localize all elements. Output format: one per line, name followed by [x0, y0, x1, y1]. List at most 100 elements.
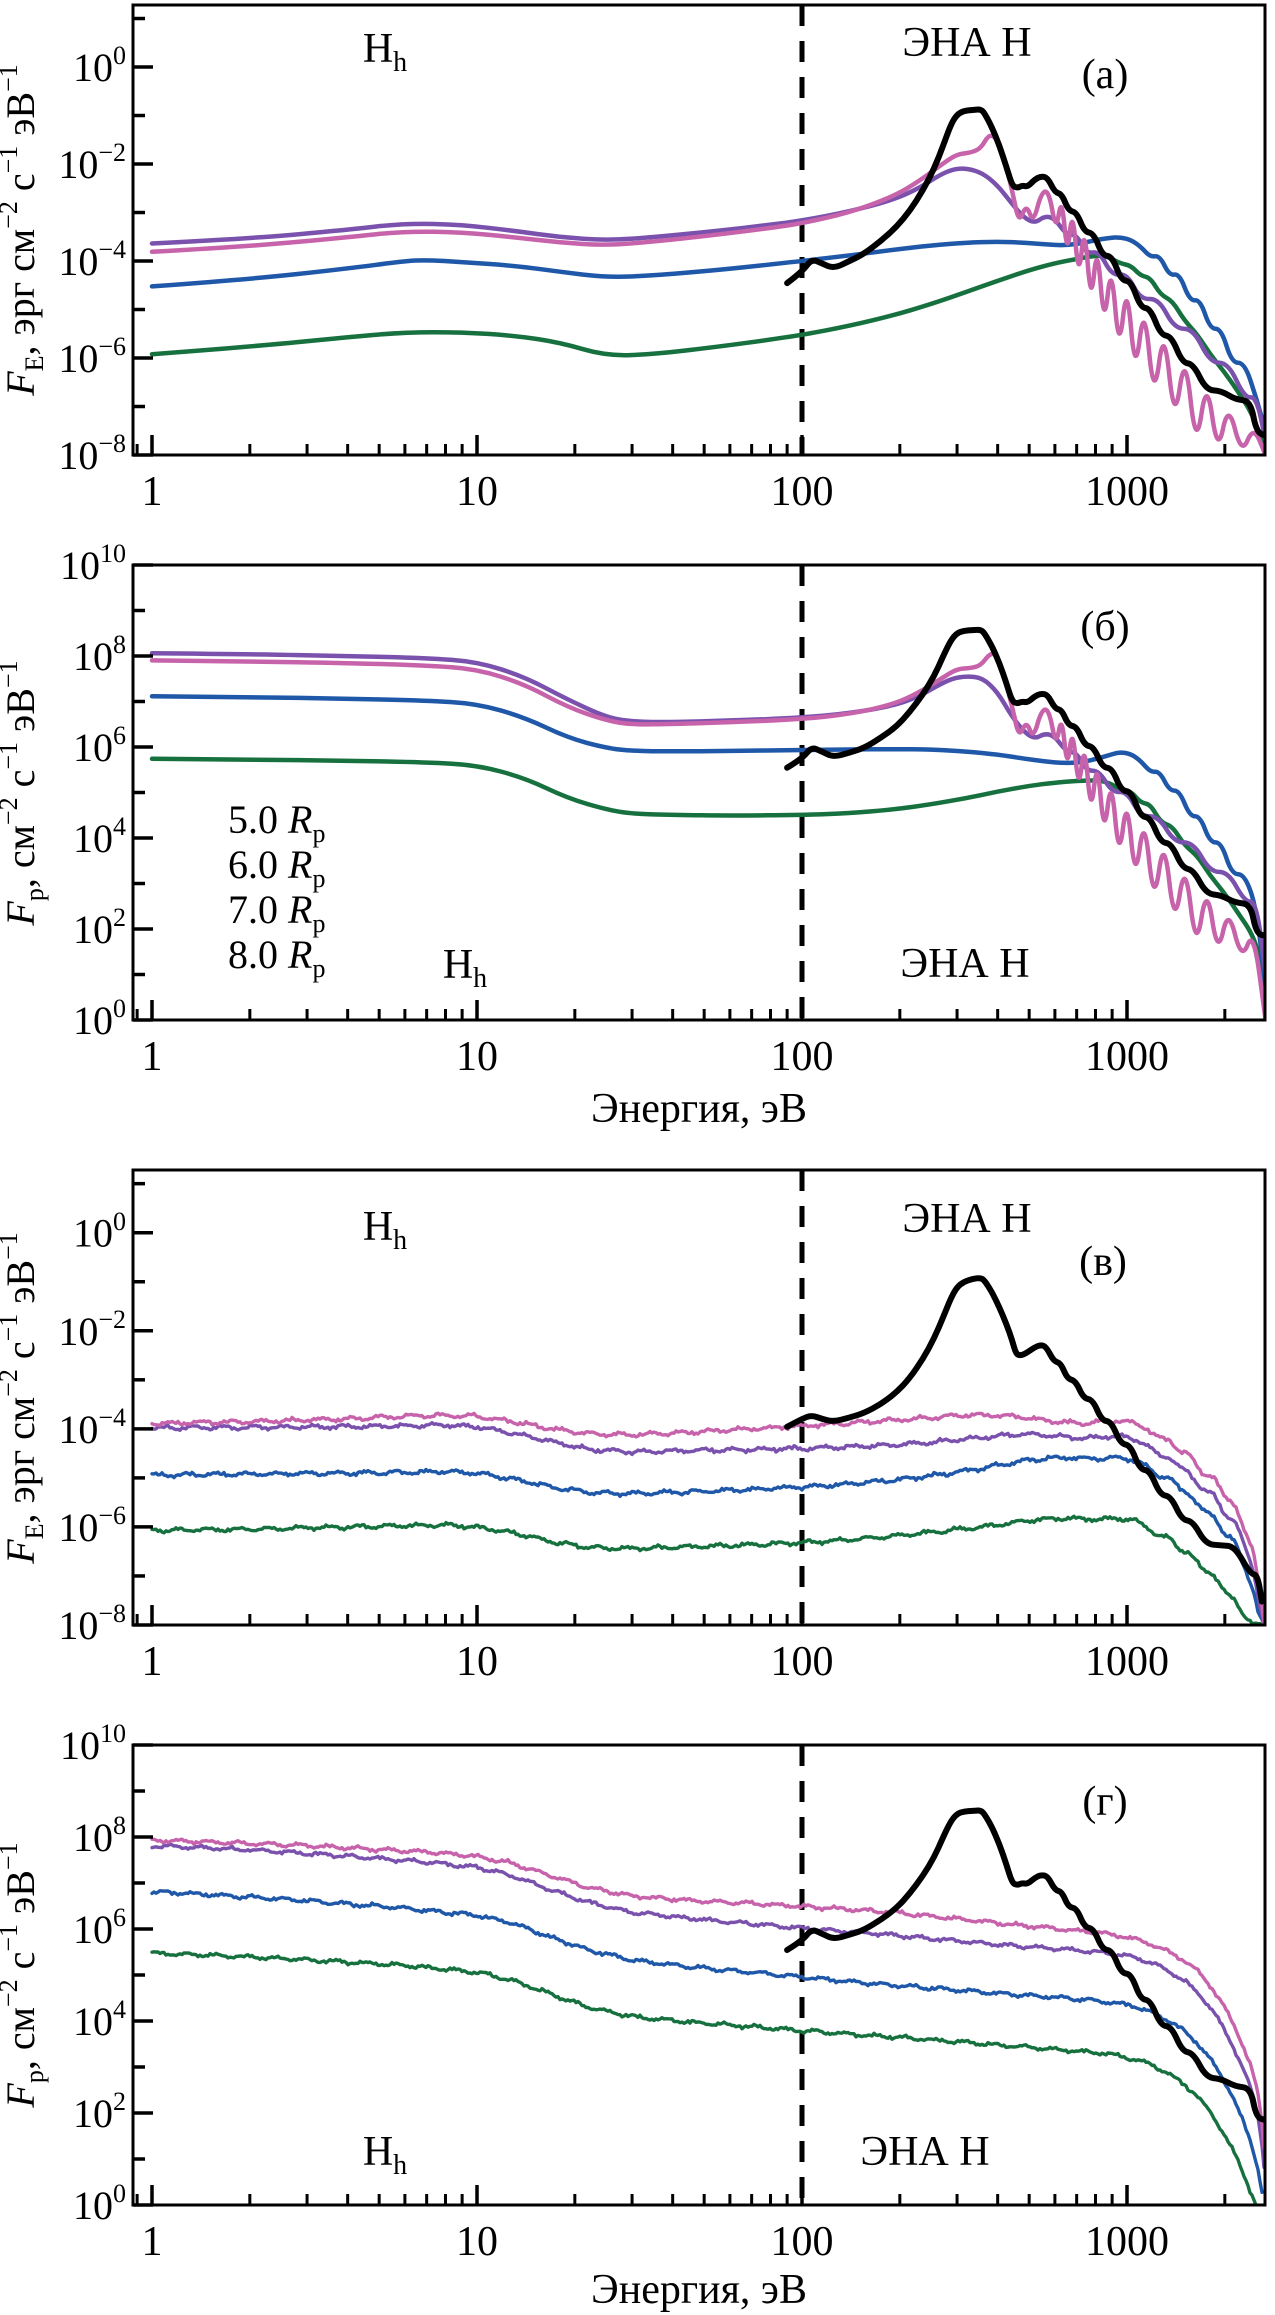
panel-a-y-axis: 100 10−2 10−4 10−6 10−8: [58, 16, 153, 478]
series-curve-эна-н: [784, 1275, 1265, 1605]
x-tick-label: 1: [142, 1639, 163, 1685]
y-tick-label: 100: [73, 2179, 126, 2228]
series-curve-эна-н: [784, 626, 1265, 939]
x-tick-label: 100: [771, 2219, 834, 2265]
x-axis-title: Энергия, эВ: [591, 2267, 807, 2313]
series-curve-7.0-rp: [149, 166, 1265, 443]
series-curve-8.0-rp: [150, 1837, 1265, 2150]
y-tick-label: 106: [73, 721, 126, 770]
x-tick-label: 1: [142, 2219, 163, 2265]
region-label-hot-hydrogen: Hh: [363, 1204, 407, 1256]
y-tick-label: 10−8: [58, 429, 126, 478]
y-tick-label: 10−2: [58, 138, 126, 187]
legend-item-6.0: 6.0 Rp: [228, 842, 325, 893]
legend: 5.0 Rp6.0 Rp7.0 Rp8.0 Rp: [228, 797, 325, 983]
region-label-hot-hydrogen: Hh: [363, 26, 407, 78]
y-tick-label: 1010: [60, 539, 126, 588]
panel-v: 1 10 100 1000 100 10−2 10−4 10−6 10−8 Hh ЭНА Н (в) F…: [0, 1168, 1267, 1685]
x-tick-label: 1: [142, 1034, 163, 1080]
series-curve-5.0-rp: [150, 1950, 1258, 2205]
y-tick-label: 108: [73, 1811, 126, 1860]
panel-a-frame: [131, 3, 1267, 457]
legend-item-5.0: 5.0 Rp: [228, 797, 325, 848]
y-tick-label: 102: [73, 2087, 126, 2136]
x-tick-label: 100: [771, 469, 834, 515]
series-curve-6.0-rp: [150, 1889, 1264, 2194]
region-label-ena: ЭНА Н: [900, 941, 1029, 987]
panel-a-curves: [149, 106, 1265, 455]
legend-item-7.0: 7.0 Rp: [228, 887, 325, 938]
y-tick-label: 10−6: [58, 332, 126, 381]
x-axis-title: Энергия, эВ: [591, 1086, 807, 1132]
panel-g-curves: [150, 1807, 1265, 2205]
region-label-ena: ЭНА Н: [902, 20, 1031, 66]
y-axis-title: FE, эрг см−2 с−1 эВ−1: [0, 1232, 49, 1565]
x-tick-label: 10: [456, 1034, 498, 1080]
x-tick-label: 10: [456, 469, 498, 515]
region-label-hot-hydrogen: Hh: [443, 942, 487, 994]
panel-tag-g: (г): [1082, 1779, 1127, 1825]
y-tick-label: 100: [73, 41, 126, 90]
y-axis-title: Fp, см−2 с−1 эВ−1: [0, 660, 49, 926]
series-curve-6.0-rp: [149, 694, 1265, 991]
series-curve-5.0-rp: [150, 1514, 1265, 1625]
panel-b-x-axis: 1 10 100 1000: [135, 1000, 1227, 1080]
y-tick-label: 10−6: [58, 1501, 126, 1550]
series-curve-эна-н: [784, 1807, 1265, 2124]
series-curve-8.0-rp: [150, 1411, 1265, 1625]
series-curve-5.0-rp: [149, 756, 1265, 1009]
x-tick-label: 1000: [1085, 2219, 1169, 2265]
y-tick-label: 100: [73, 994, 126, 1043]
panel-v-y-axis: 100 10−2 10−4 10−6 10−8: [58, 1181, 153, 1648]
y-tick-label: 104: [73, 1995, 126, 2044]
y-tick-label: 10−4: [58, 235, 126, 284]
series-curve-8.0-rp: [149, 651, 1265, 1020]
series-curve-8.0-rp: [149, 133, 1265, 455]
panel-g: 1 10 100 1000 1010 108 106 104 102 100 Hh ЭНА Н (г) F…: [0, 1719, 1267, 2313]
x-tick-label: 1000: [1085, 469, 1169, 515]
y-tick-label: 104: [73, 812, 126, 861]
panel-v-curves: [150, 1275, 1265, 1625]
region-label-hot-hydrogen: Hh: [363, 2129, 407, 2181]
y-tick-label: 106: [73, 1903, 126, 1952]
series-curve-6.0-rp: [150, 1454, 1265, 1625]
panel-v-frame: [131, 1168, 1267, 1627]
panel-tag-a: (а): [1082, 52, 1129, 98]
x-tick-label: 10: [456, 1639, 498, 1685]
y-tick-label: 102: [73, 903, 126, 952]
x-tick-label: 1: [142, 469, 163, 515]
panel-g-x-axis: 1 10 100 1000: [135, 2185, 1227, 2265]
panel-tag-b: (б): [1080, 604, 1129, 650]
y-tick-label: 1010: [60, 1719, 126, 1768]
y-tick-label: 10−8: [58, 1599, 126, 1648]
y-tick-label: 108: [73, 630, 126, 679]
panel-b-y-axis: 1010 108 106 104 102 100: [60, 539, 153, 1043]
series-curve-7.0-rp: [150, 1421, 1265, 1625]
series-curve-эна-н: [784, 106, 1265, 439]
series-curve-7.0-rp: [149, 650, 1265, 977]
panel-v-x-axis: 1 10 100 1000: [135, 1605, 1227, 1685]
panel-tag-v: (в): [1079, 1239, 1127, 1285]
panel-g-y-axis: 1010 108 106 104 102 100: [60, 1719, 153, 2228]
legend-item-8.0: 8.0 Rp: [228, 932, 325, 983]
y-axis-title: Fp, см−2 с−1 эВ−1: [0, 1842, 49, 2108]
y-axis-title: FE, эрг см−2 с−1 эВ−1: [0, 64, 49, 397]
x-tick-label: 100: [771, 1034, 834, 1080]
y-tick-label: 10−4: [58, 1403, 126, 1452]
y-tick-label: 100: [73, 1207, 126, 1256]
panel-b-curves: [149, 626, 1265, 1020]
series-curve-6.0-rp: [149, 235, 1265, 435]
panel-a: 1 10 100 1000 100 10−2 10−4 10−6 10−8 Hh ЭНА Н (а) F…: [0, 3, 1267, 515]
x-tick-label: 1000: [1085, 1639, 1169, 1685]
region-label-ena: ЭНА Н: [902, 1196, 1031, 1242]
x-tick-label: 100: [771, 1639, 834, 1685]
panel-b: 1 10 100 1000 1010 108 106 104 102 100 Hh ЭНА Н (б) F…: [0, 539, 1267, 1132]
series-curve-7.0-rp: [150, 1842, 1265, 2170]
x-tick-label: 10: [456, 2219, 498, 2265]
panel-a-x-axis: 1 10 100 1000: [135, 435, 1227, 515]
y-tick-label: 10−2: [58, 1305, 126, 1354]
region-label-ena: ЭНА Н: [860, 2129, 989, 2175]
